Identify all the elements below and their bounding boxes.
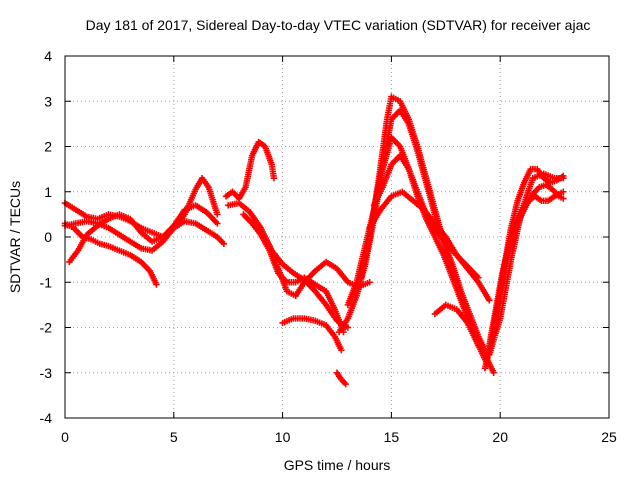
series-trace-6 xyxy=(225,199,352,331)
y-axis-label: SDTVAR / TECUs xyxy=(7,181,23,293)
series-trace-13 xyxy=(357,93,497,376)
series-trace-11 xyxy=(335,134,491,367)
x-tick-label: 25 xyxy=(601,429,617,445)
data-point xyxy=(214,220,221,227)
chart-title: Day 181 of 2017, Sidereal Day-to-day VTE… xyxy=(86,17,591,33)
series-trace-5 xyxy=(222,138,278,202)
series-trace-19 xyxy=(490,181,567,331)
data-point xyxy=(338,346,345,354)
series-trace-15 xyxy=(370,152,482,281)
series-trace-8 xyxy=(257,229,373,300)
data-point xyxy=(153,281,160,288)
data-point xyxy=(214,211,221,218)
data-marks xyxy=(61,93,567,388)
y-tick-label: -3 xyxy=(40,365,53,381)
y-tick-label: 0 xyxy=(44,229,52,245)
x-tick-label: 0 xyxy=(61,429,69,445)
series-trace-3 xyxy=(66,202,221,266)
data-point xyxy=(560,172,567,180)
grid xyxy=(65,56,609,418)
x-tick-label: 20 xyxy=(492,429,508,445)
plot-frame xyxy=(64,55,610,419)
data-point xyxy=(560,195,567,202)
data-point xyxy=(490,369,497,376)
series-trace-10 xyxy=(333,369,349,388)
y-tick-label: -4 xyxy=(40,410,53,426)
y-tick-label: 1 xyxy=(44,184,52,200)
y-tick-label: 4 xyxy=(44,48,52,64)
data-point xyxy=(342,380,349,388)
series-trace-4 xyxy=(61,217,228,254)
x-tick-label: 15 xyxy=(384,429,400,445)
series-trace-9 xyxy=(279,315,345,354)
y-tick-label: 3 xyxy=(44,93,52,109)
y-tick-label: -2 xyxy=(40,320,53,336)
x-tick-label: 10 xyxy=(275,429,291,445)
data-point xyxy=(475,274,482,281)
data-point xyxy=(366,279,373,286)
data-point xyxy=(486,297,493,304)
data-point xyxy=(560,188,567,195)
axis-ticks: 0 5 10 15 20 25 -4 -3 -2 -1 0 1 2 3 4 xyxy=(40,48,617,445)
data-point xyxy=(344,324,352,331)
data-point xyxy=(220,240,228,247)
data-point xyxy=(270,174,278,182)
y-tick-label: -1 xyxy=(40,274,53,290)
x-axis-label: GPS time / hours xyxy=(284,457,391,473)
y-tick-label: 2 xyxy=(44,139,52,155)
x-tick-label: 5 xyxy=(170,429,178,445)
